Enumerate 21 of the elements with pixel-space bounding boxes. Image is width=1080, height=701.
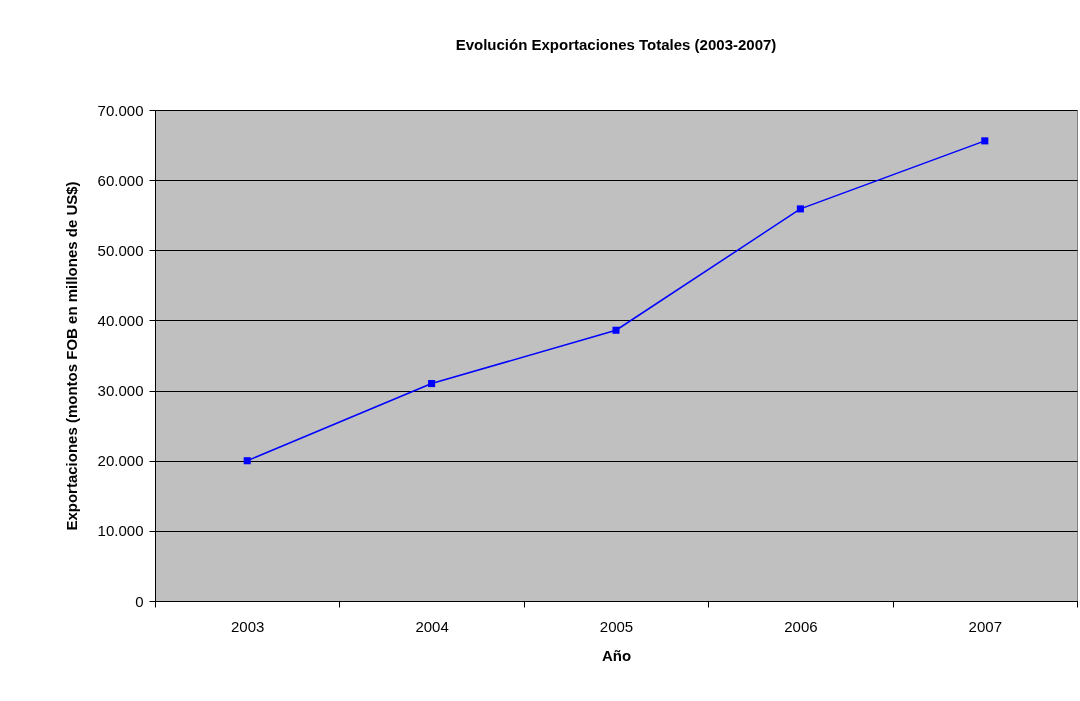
x-tick-label: 2005 [599, 617, 634, 635]
point [428, 380, 436, 388]
y-tick-label: 60.000 [97, 171, 144, 189]
x-tick-label: 2006 [784, 617, 818, 635]
x-tick-label: 2004 [415, 617, 449, 635]
point [981, 137, 989, 145]
y-tick-label: 10.000 [97, 522, 144, 540]
y-tick-label: 0 [135, 592, 144, 610]
y-tick-label: 50.000 [97, 241, 144, 259]
x-axis-title: Año [601, 646, 632, 664]
x-tick-label: 2007 [968, 617, 1002, 635]
x-tick-label: 2003 [231, 617, 265, 635]
point [612, 326, 620, 334]
point [243, 457, 251, 465]
y-axis-title: Exportaciones (montos FOB en millones de US$) [62, 181, 80, 531]
y-tick-label: 20.000 [97, 452, 144, 470]
chart-title: Evolución Exportaciones Totales (2003-2007) [455, 36, 777, 53]
point [796, 205, 804, 213]
y-tick-label: 70.000 [97, 101, 144, 119]
y-tick-label: 40.000 [97, 311, 144, 329]
y-tick-label: 30.000 [97, 382, 144, 400]
